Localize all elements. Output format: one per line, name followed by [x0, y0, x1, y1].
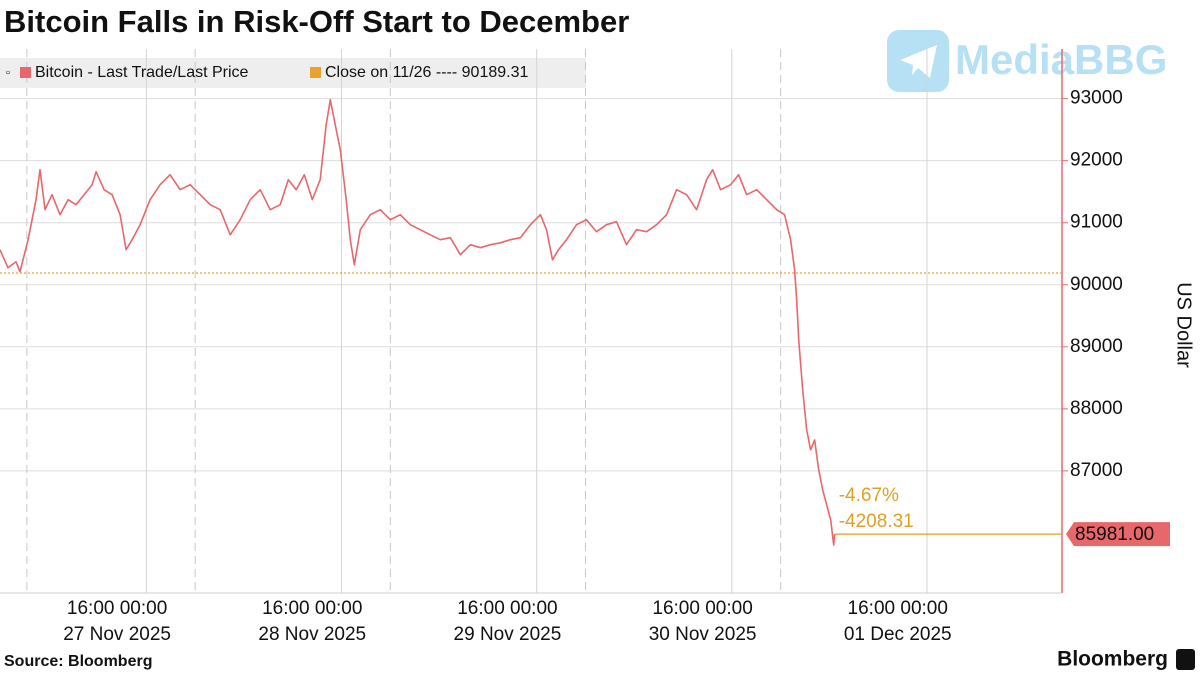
annotation: -4.67% [839, 485, 899, 506]
y-tick-label: 92000 [1070, 150, 1123, 171]
legend-swatch [310, 67, 321, 78]
x-tick-label: 16:00 00:00 [652, 598, 752, 619]
x-tick-label: 16:00 00:00 [262, 598, 362, 619]
y-tick-label: 90000 [1070, 274, 1123, 295]
x-date-label: 30 Nov 2025 [649, 624, 757, 645]
x-tick-label: 16:00 00:00 [67, 598, 167, 619]
legend-swatch [20, 67, 31, 78]
legend-label: Bitcoin - Last Trade/Last Price [35, 64, 249, 81]
x-date-label: 29 Nov 2025 [454, 624, 562, 645]
y-tick-label: 89000 [1070, 336, 1123, 357]
watermark: MediaBBG [887, 30, 1167, 92]
x-tick-label: 16:00 00:00 [848, 598, 948, 619]
last-price-label: 85981.00 [1075, 524, 1154, 545]
brand-icon [1176, 649, 1195, 670]
y-tick-label: 88000 [1070, 398, 1123, 419]
legend-label: Close on 11/26 ---- 90189.31 [325, 64, 528, 81]
annotation: -4208.31 [839, 511, 914, 532]
source: Source: Bloomberg [4, 653, 152, 670]
brand: Bloomberg [1057, 648, 1168, 671]
y-tick-label: 93000 [1070, 88, 1123, 109]
x-date-label: 28 Nov 2025 [258, 624, 366, 645]
y-tick-label: 91000 [1070, 212, 1123, 233]
watermark-text: MediaBBG [955, 36, 1167, 83]
x-date-label: 27 Nov 2025 [63, 624, 171, 645]
last-price-box [1066, 522, 1170, 547]
legend-marker: ▫ [6, 67, 10, 79]
price-line [0, 98, 836, 546]
chart-title: Bitcoin Falls in Risk-Off Start to Decem… [4, 4, 629, 39]
watermark-plane [900, 45, 937, 78]
y-axis-label: US Dollar [1173, 282, 1195, 368]
x-tick-label: 16:00 00:00 [457, 598, 557, 619]
legend-box [0, 58, 586, 88]
x-date-label: 01 Dec 2025 [844, 624, 952, 645]
y-tick-label: 87000 [1070, 460, 1123, 481]
